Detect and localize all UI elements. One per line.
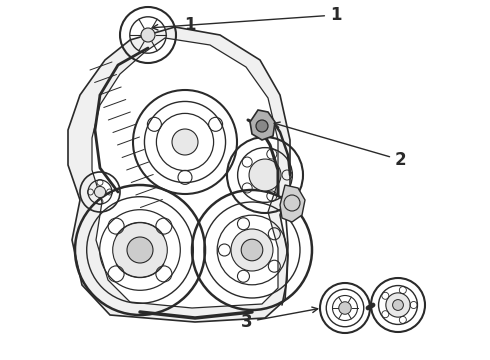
Circle shape: [256, 120, 268, 132]
Circle shape: [141, 28, 155, 42]
Polygon shape: [68, 27, 290, 322]
Circle shape: [113, 223, 167, 277]
Polygon shape: [250, 110, 275, 140]
Circle shape: [231, 229, 273, 271]
Text: 3: 3: [241, 307, 318, 331]
Circle shape: [95, 186, 106, 198]
Text: 1: 1: [184, 15, 195, 33]
Circle shape: [241, 239, 263, 261]
Circle shape: [127, 237, 153, 263]
Circle shape: [386, 293, 410, 317]
Polygon shape: [280, 185, 305, 222]
Circle shape: [339, 302, 351, 314]
Polygon shape: [92, 38, 278, 308]
Circle shape: [392, 300, 403, 310]
Circle shape: [249, 159, 281, 191]
Circle shape: [172, 129, 198, 155]
Text: 1: 1: [152, 6, 342, 30]
Text: 2: 2: [274, 122, 407, 169]
